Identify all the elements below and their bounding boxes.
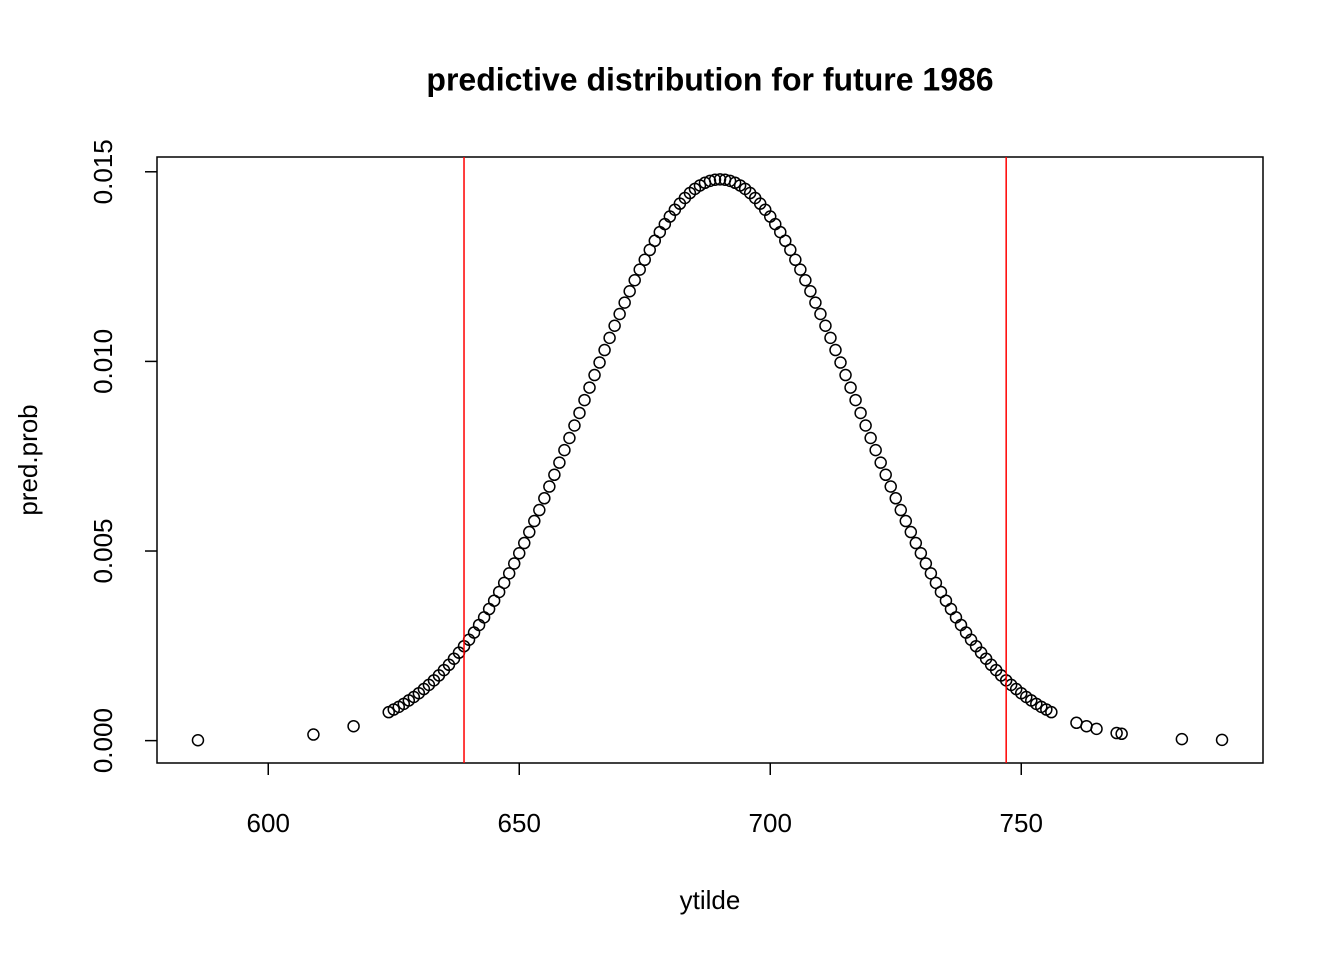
x-tick-label: 600 — [247, 808, 290, 838]
x-tick-label: 650 — [498, 808, 541, 838]
point — [658, 217, 672, 231]
point — [819, 319, 832, 333]
point — [784, 243, 797, 257]
x-axis-label: ytilde — [680, 885, 741, 915]
point — [789, 253, 802, 267]
point — [869, 443, 882, 457]
point — [191, 733, 205, 747]
point — [347, 719, 360, 733]
point — [1115, 727, 1128, 741]
point — [894, 503, 908, 517]
point — [628, 273, 641, 287]
point — [809, 296, 822, 309]
x-tick-label: 700 — [749, 808, 792, 838]
point — [638, 253, 651, 267]
point — [839, 368, 852, 382]
point — [518, 536, 531, 550]
point — [608, 319, 621, 333]
point — [794, 263, 807, 276]
point — [477, 611, 491, 624]
point — [472, 618, 486, 632]
point — [538, 492, 551, 505]
chart-title: predictive distribution for future 1986 — [426, 61, 993, 97]
point — [799, 273, 812, 287]
point — [633, 263, 646, 276]
plot-frame — [156, 156, 1264, 764]
point — [919, 557, 933, 570]
point — [558, 443, 571, 457]
point — [859, 419, 872, 432]
point — [814, 307, 827, 321]
point — [1175, 732, 1189, 746]
point — [307, 728, 320, 741]
point — [618, 296, 631, 309]
point — [844, 381, 857, 394]
point — [548, 468, 561, 482]
point — [879, 468, 892, 482]
point — [533, 503, 546, 517]
y-tick-label: 0.015 — [88, 139, 118, 204]
point — [939, 594, 953, 607]
point — [623, 284, 636, 298]
y-axis-label: pred.prob — [13, 404, 43, 515]
point — [904, 525, 918, 539]
point — [889, 492, 902, 505]
point — [598, 343, 611, 357]
point — [507, 557, 521, 570]
point — [497, 576, 511, 590]
point — [864, 431, 877, 445]
point — [909, 536, 923, 550]
point — [1090, 722, 1103, 736]
point — [1045, 705, 1058, 719]
point — [804, 284, 817, 298]
point — [528, 514, 541, 528]
point — [653, 225, 667, 239]
point — [578, 393, 591, 407]
y-tick-label: 0.005 — [88, 518, 118, 583]
point — [829, 343, 842, 357]
point — [884, 480, 897, 493]
point — [708, 173, 722, 187]
point — [924, 567, 938, 580]
point — [563, 431, 576, 445]
point — [613, 307, 626, 321]
y-tick-label: 0.010 — [88, 329, 118, 394]
point — [874, 456, 887, 469]
point — [854, 406, 867, 420]
point — [603, 331, 616, 345]
point — [523, 525, 536, 539]
point — [512, 547, 526, 560]
point — [482, 602, 496, 616]
point — [914, 547, 928, 560]
point — [824, 331, 837, 345]
point — [949, 611, 963, 624]
y-tick-label: 0.000 — [88, 708, 118, 773]
point — [502, 567, 516, 580]
x-tick-label: 750 — [1000, 808, 1043, 838]
point — [944, 602, 958, 616]
point — [543, 480, 556, 493]
point — [899, 514, 913, 528]
point — [583, 381, 596, 394]
point — [849, 393, 862, 407]
point — [593, 356, 606, 369]
point — [1080, 719, 1093, 733]
point — [834, 356, 847, 369]
point — [588, 368, 601, 382]
point — [769, 217, 782, 231]
point — [954, 618, 968, 632]
point — [553, 456, 566, 469]
point — [568, 419, 581, 432]
point — [1110, 726, 1123, 740]
point — [1215, 733, 1229, 747]
point — [573, 406, 586, 420]
